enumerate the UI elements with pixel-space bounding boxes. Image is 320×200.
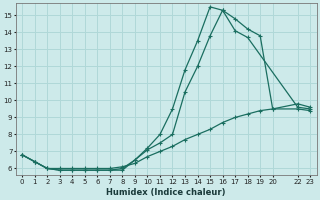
X-axis label: Humidex (Indice chaleur): Humidex (Indice chaleur) bbox=[107, 188, 226, 197]
